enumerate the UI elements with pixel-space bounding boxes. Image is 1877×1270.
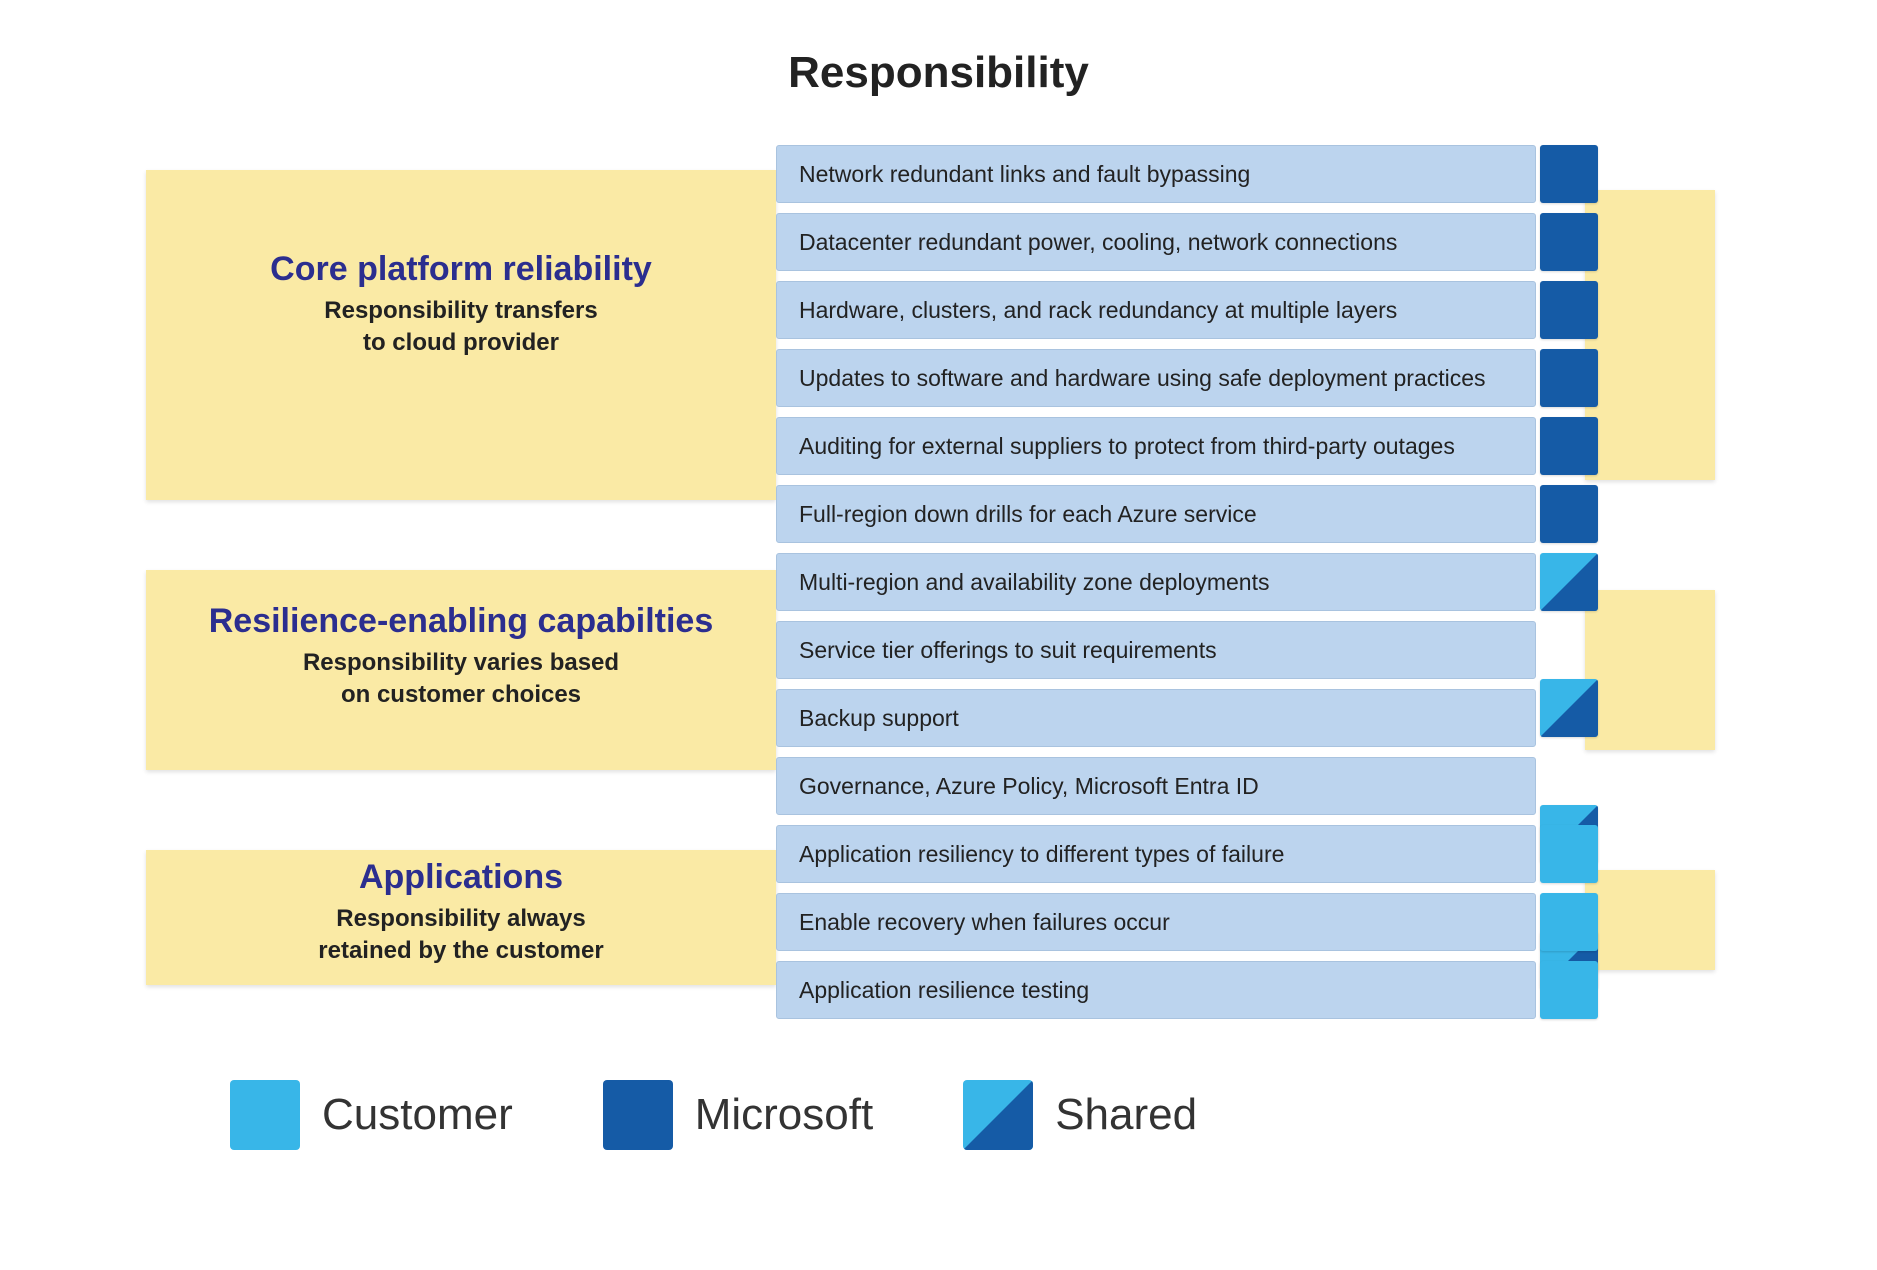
owner-indicator-customer <box>1540 825 1598 883</box>
category-block-1: Resilience-enabling capabilties Responsib… <box>146 570 776 770</box>
legend: Customer Microsoft Shared <box>230 1080 1197 1150</box>
responsibility-row: Governance, Azure Policy, Microsoft Entr… <box>776 757 1536 815</box>
responsibility-row-label: Application resilience testing <box>799 977 1089 1004</box>
responsibility-row-label: Hardware, clusters, and rack redundancy … <box>799 297 1397 324</box>
responsibility-row: Updates to software and hardware using s… <box>776 349 1536 407</box>
owner-indicator-customer <box>1540 893 1598 951</box>
owner-indicator-shared <box>1540 553 1598 611</box>
responsibility-row: Auditing for external suppliers to prote… <box>776 417 1536 475</box>
legend-swatch-customer <box>230 1080 300 1150</box>
owner-indicator-shared <box>1540 679 1598 737</box>
responsibility-diagram: Responsibility Core platform reliability… <box>0 0 1877 1270</box>
legend-label: Shared <box>1055 1090 1197 1140</box>
responsibility-row: Datacenter redundant power, cooling, net… <box>776 213 1536 271</box>
responsibility-row: Full-region down drills for each Azure s… <box>776 485 1536 543</box>
category-right-strip-1 <box>1585 590 1715 750</box>
responsibility-row: Multi-region and availability zone deplo… <box>776 553 1536 611</box>
responsibility-row: Network redundant links and fault bypass… <box>776 145 1536 203</box>
owner-indicator-microsoft <box>1540 485 1598 543</box>
legend-item-microsoft: Microsoft <box>603 1080 873 1150</box>
responsibility-row: Hardware, clusters, and rack redundancy … <box>776 281 1536 339</box>
owner-indicator-microsoft <box>1540 145 1598 203</box>
responsibility-row-label: Backup support <box>799 705 959 732</box>
category-title: Core platform reliability <box>146 250 776 289</box>
page-title: Responsibility <box>0 48 1877 98</box>
category-subtitle: Responsibility transfersto cloud provide… <box>146 295 776 360</box>
responsibility-row-label: Datacenter redundant power, cooling, net… <box>799 229 1397 256</box>
legend-item-shared: Shared <box>963 1080 1197 1150</box>
responsibility-row-label: Application resiliency to different type… <box>799 841 1284 868</box>
responsibility-row-label: Updates to software and hardware using s… <box>799 365 1486 392</box>
legend-swatch-shared <box>963 1080 1033 1150</box>
owner-indicator-microsoft <box>1540 213 1598 271</box>
responsibility-row: Backup support <box>776 689 1536 747</box>
responsibility-row: Application resilience testing <box>776 961 1536 1019</box>
category-subtitle: Responsibility alwaysretained by the cus… <box>146 903 776 968</box>
category-title: Resilience-enabling capabilties <box>146 602 776 641</box>
category-title: Applications <box>146 858 776 897</box>
legend-label: Customer <box>322 1090 513 1140</box>
owner-indicator-customer <box>1540 961 1598 1019</box>
owner-indicator-microsoft <box>1540 281 1598 339</box>
category-right-strip-0 <box>1585 190 1715 480</box>
responsibility-row-label: Full-region down drills for each Azure s… <box>799 501 1257 528</box>
responsibility-row: Service tier offerings to suit requireme… <box>776 621 1536 679</box>
legend-label: Microsoft <box>695 1090 873 1140</box>
responsibility-row-label: Enable recovery when failures occur <box>799 909 1170 936</box>
responsibility-row-label: Auditing for external suppliers to prote… <box>799 433 1455 460</box>
legend-item-customer: Customer <box>230 1080 513 1150</box>
responsibility-row-label: Multi-region and availability zone deplo… <box>799 569 1269 596</box>
legend-swatch-microsoft <box>603 1080 673 1150</box>
category-subtitle: Responsibility varies basedon customer c… <box>146 647 776 712</box>
responsibility-row: Enable recovery when failures occur <box>776 893 1536 951</box>
category-block-2: Applications Responsibility alwaysretaine… <box>146 850 776 985</box>
responsibility-row-label: Governance, Azure Policy, Microsoft Entr… <box>799 773 1259 800</box>
category-right-strip-2 <box>1585 870 1715 970</box>
owner-indicator-microsoft <box>1540 417 1598 475</box>
responsibility-row-label: Service tier offerings to suit requireme… <box>799 637 1217 664</box>
responsibility-row-label: Network redundant links and fault bypass… <box>799 161 1250 188</box>
category-block-0: Core platform reliability Responsibility … <box>146 170 776 500</box>
responsibility-row: Application resiliency to different type… <box>776 825 1536 883</box>
owner-indicator-microsoft <box>1540 349 1598 407</box>
